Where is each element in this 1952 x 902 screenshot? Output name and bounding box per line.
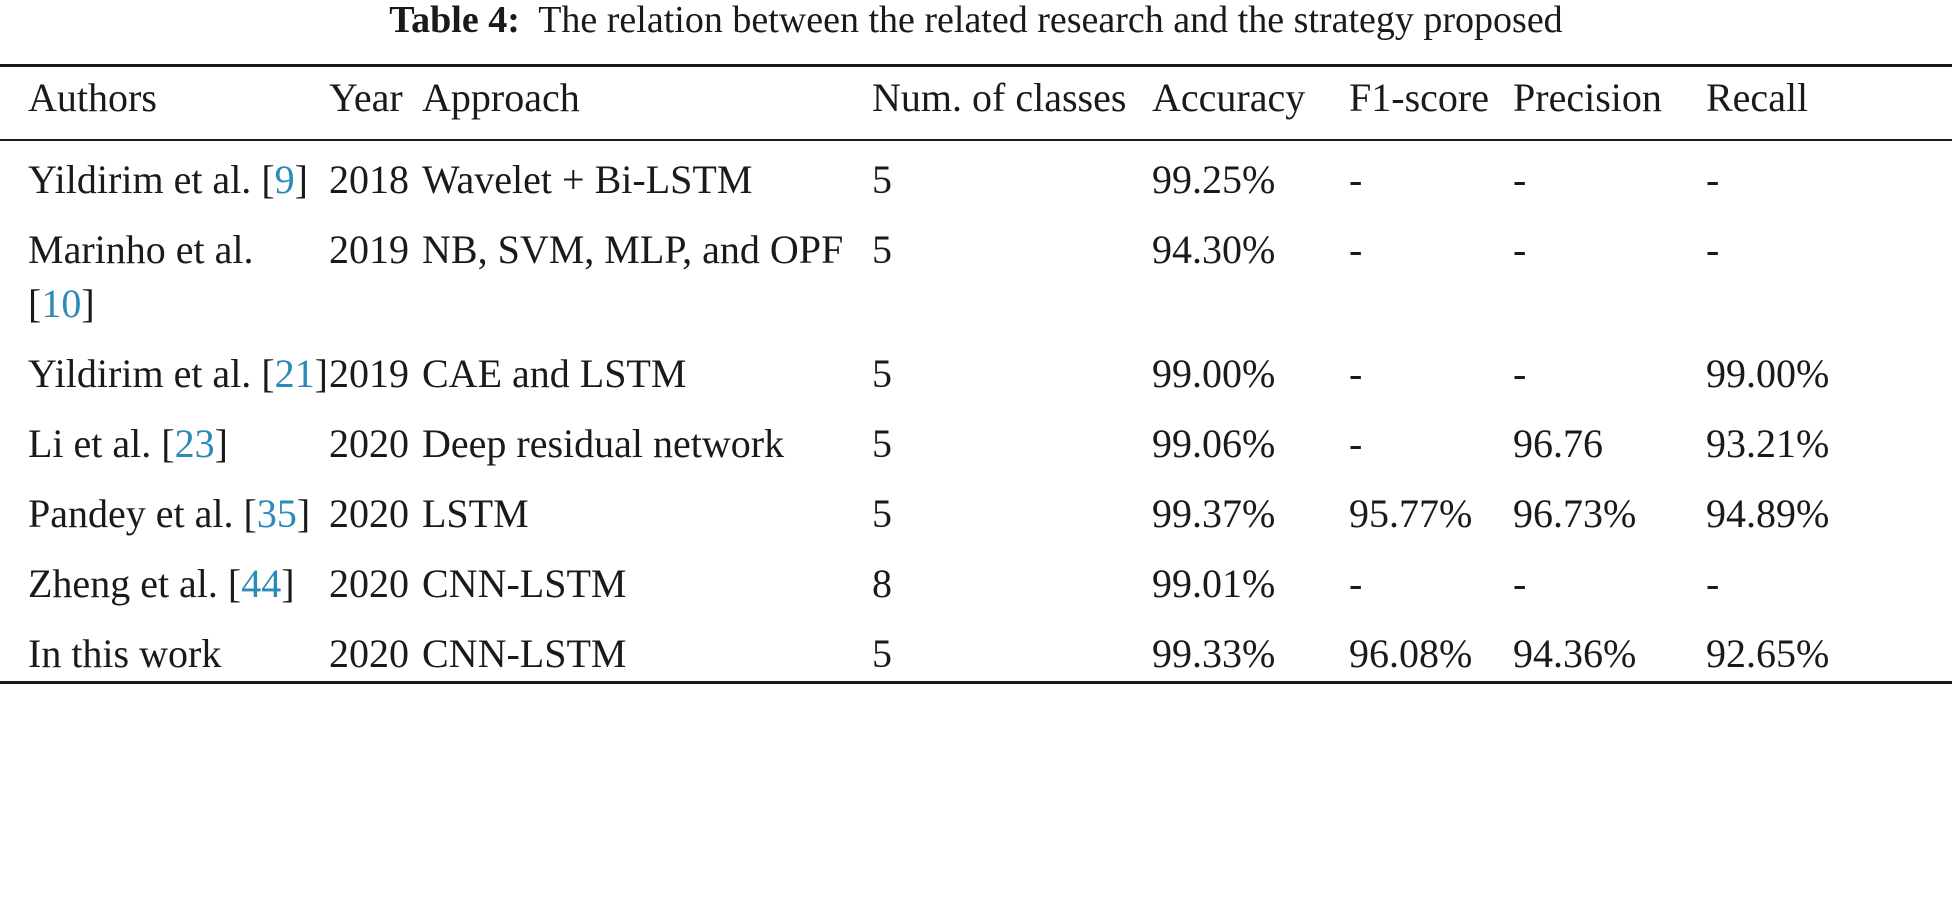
table-header-row: Authors Year Approach Num. of classes Ac… xyxy=(0,65,1952,140)
cell-author: Yildirim et al. [9] xyxy=(28,157,308,202)
cell-year: 2020 xyxy=(329,421,409,466)
cell-precision: - xyxy=(1513,157,1527,202)
cell-precision: - xyxy=(1513,561,1527,606)
author-name: Yildirim et al. xyxy=(28,351,252,396)
cell-recall: 93.21% xyxy=(1706,421,1830,466)
cell-approach: NB, SVM, MLP, and OPF xyxy=(422,227,844,272)
cell-accuracy: 99.06% xyxy=(1152,421,1276,466)
author-name: Zheng et al. xyxy=(28,561,218,606)
cell-precision: 96.76 xyxy=(1513,421,1603,466)
cell-recall: 92.65% xyxy=(1706,631,1830,676)
cell-f1-score: 96.08% xyxy=(1349,631,1473,676)
reference-link[interactable]: 35 xyxy=(256,491,297,536)
reference-link[interactable]: 44 xyxy=(241,561,282,606)
cell-author: Marinho et al. [10] xyxy=(28,227,254,326)
cell-f1-score: - xyxy=(1349,227,1363,272)
cell-num-classes: 5 xyxy=(872,227,892,272)
cell-num-classes: 5 xyxy=(872,157,892,202)
cell-recall: 99.00% xyxy=(1706,351,1830,396)
table-row: Yildirim et al. [21] 2019 CAE and LSTM 5… xyxy=(0,339,1952,409)
header-precision: Precision xyxy=(1513,75,1662,120)
cell-approach: CAE and LSTM xyxy=(422,351,687,396)
cell-year: 2020 xyxy=(329,491,409,536)
cell-accuracy: 99.01% xyxy=(1152,561,1276,606)
cell-accuracy: 99.25% xyxy=(1152,157,1276,202)
cell-year: 2018 xyxy=(329,157,409,202)
cell-accuracy: 99.00% xyxy=(1152,351,1276,396)
cell-year: 2020 xyxy=(329,631,409,676)
cell-approach: LSTM xyxy=(422,491,529,536)
cell-precision: 94.36% xyxy=(1513,631,1637,676)
author-name: Yildirim et al. xyxy=(28,157,252,202)
cell-precision: - xyxy=(1513,227,1527,272)
comparison-table: Authors Year Approach Num. of classes Ac… xyxy=(0,64,1952,684)
cell-year: 2019 xyxy=(329,227,409,272)
table-row: Yildirim et al. [9] 2018 Wavelet + Bi-LS… xyxy=(0,140,1952,215)
cell-accuracy: 99.37% xyxy=(1152,491,1276,536)
cell-recall: - xyxy=(1706,227,1720,272)
table-row: In this work 2020 CNN-LSTM 5 99.33% 96.0… xyxy=(0,619,1952,683)
cell-precision: 96.73% xyxy=(1513,491,1637,536)
header-year: Year xyxy=(329,75,403,120)
cell-num-classes: 5 xyxy=(872,491,892,536)
cell-author: Li et al. [23] xyxy=(28,421,228,466)
cell-accuracy: 99.33% xyxy=(1152,631,1276,676)
table-caption-text: The relation between the related researc… xyxy=(538,0,1563,41)
cell-num-classes: 5 xyxy=(872,351,892,396)
table-row: Marinho et al. [10] 2019 NB, SVM, MLP, a… xyxy=(0,215,1952,339)
cell-f1-score: - xyxy=(1349,157,1363,202)
author-name: In this work xyxy=(28,631,222,676)
cell-f1-score: - xyxy=(1349,351,1363,396)
table-row: Zheng et al. [44] 2020 CNN-LSTM 8 99.01%… xyxy=(0,549,1952,619)
author-name: Marinho et al. xyxy=(28,227,254,272)
header-recall: Recall xyxy=(1706,75,1809,120)
author-name: Li et al. xyxy=(28,421,152,466)
cell-approach: Deep residual network xyxy=(422,421,785,466)
cell-num-classes: 8 xyxy=(872,561,892,606)
header-num-classes: Num. of classes xyxy=(872,75,1127,120)
cell-f1-score: - xyxy=(1349,421,1363,466)
cell-num-classes: 5 xyxy=(872,631,892,676)
cell-author: Yildirim et al. [21] xyxy=(28,351,328,396)
cell-f1-score: - xyxy=(1349,561,1363,606)
header-approach: Approach xyxy=(422,75,580,120)
cell-recall: - xyxy=(1706,157,1720,202)
cell-author: In this work xyxy=(0,619,329,683)
reference-link[interactable]: 21 xyxy=(274,351,315,396)
cell-accuracy: 94.30% xyxy=(1152,227,1276,272)
cell-f1-score: 95.77% xyxy=(1349,491,1473,536)
reference-link[interactable]: 9 xyxy=(274,157,295,202)
cell-recall: 94.89% xyxy=(1706,491,1830,536)
cell-recall: - xyxy=(1706,561,1720,606)
table-row: Li et al. [23] 2020 Deep residual networ… xyxy=(0,409,1952,479)
cell-num-classes: 5 xyxy=(872,421,892,466)
table-caption-label: Table 4: xyxy=(389,0,520,41)
cell-precision: - xyxy=(1513,351,1527,396)
header-accuracy: Accuracy xyxy=(1152,75,1306,120)
table-caption: Table 4: The relation between the relate… xyxy=(0,0,1952,40)
cell-approach: Wavelet + Bi-LSTM xyxy=(422,157,753,202)
header-f1-score: F1-score xyxy=(1349,75,1489,120)
reference-link[interactable]: 23 xyxy=(174,421,215,466)
table-row: Pandey et al. [35] 2020 LSTM 5 99.37% 95… xyxy=(0,479,1952,549)
cell-author: Zheng et al. [44] xyxy=(28,561,295,606)
header-authors: Authors xyxy=(28,75,157,120)
cell-approach: CNN-LSTM xyxy=(422,561,627,606)
cell-year: 2020 xyxy=(329,561,409,606)
cell-author: Pandey et al. [35] xyxy=(28,491,311,536)
author-name: Pandey et al. xyxy=(28,491,234,536)
reference-link[interactable]: 10 xyxy=(41,281,82,326)
cell-approach: CNN-LSTM xyxy=(422,631,627,676)
cell-year: 2019 xyxy=(329,351,409,396)
